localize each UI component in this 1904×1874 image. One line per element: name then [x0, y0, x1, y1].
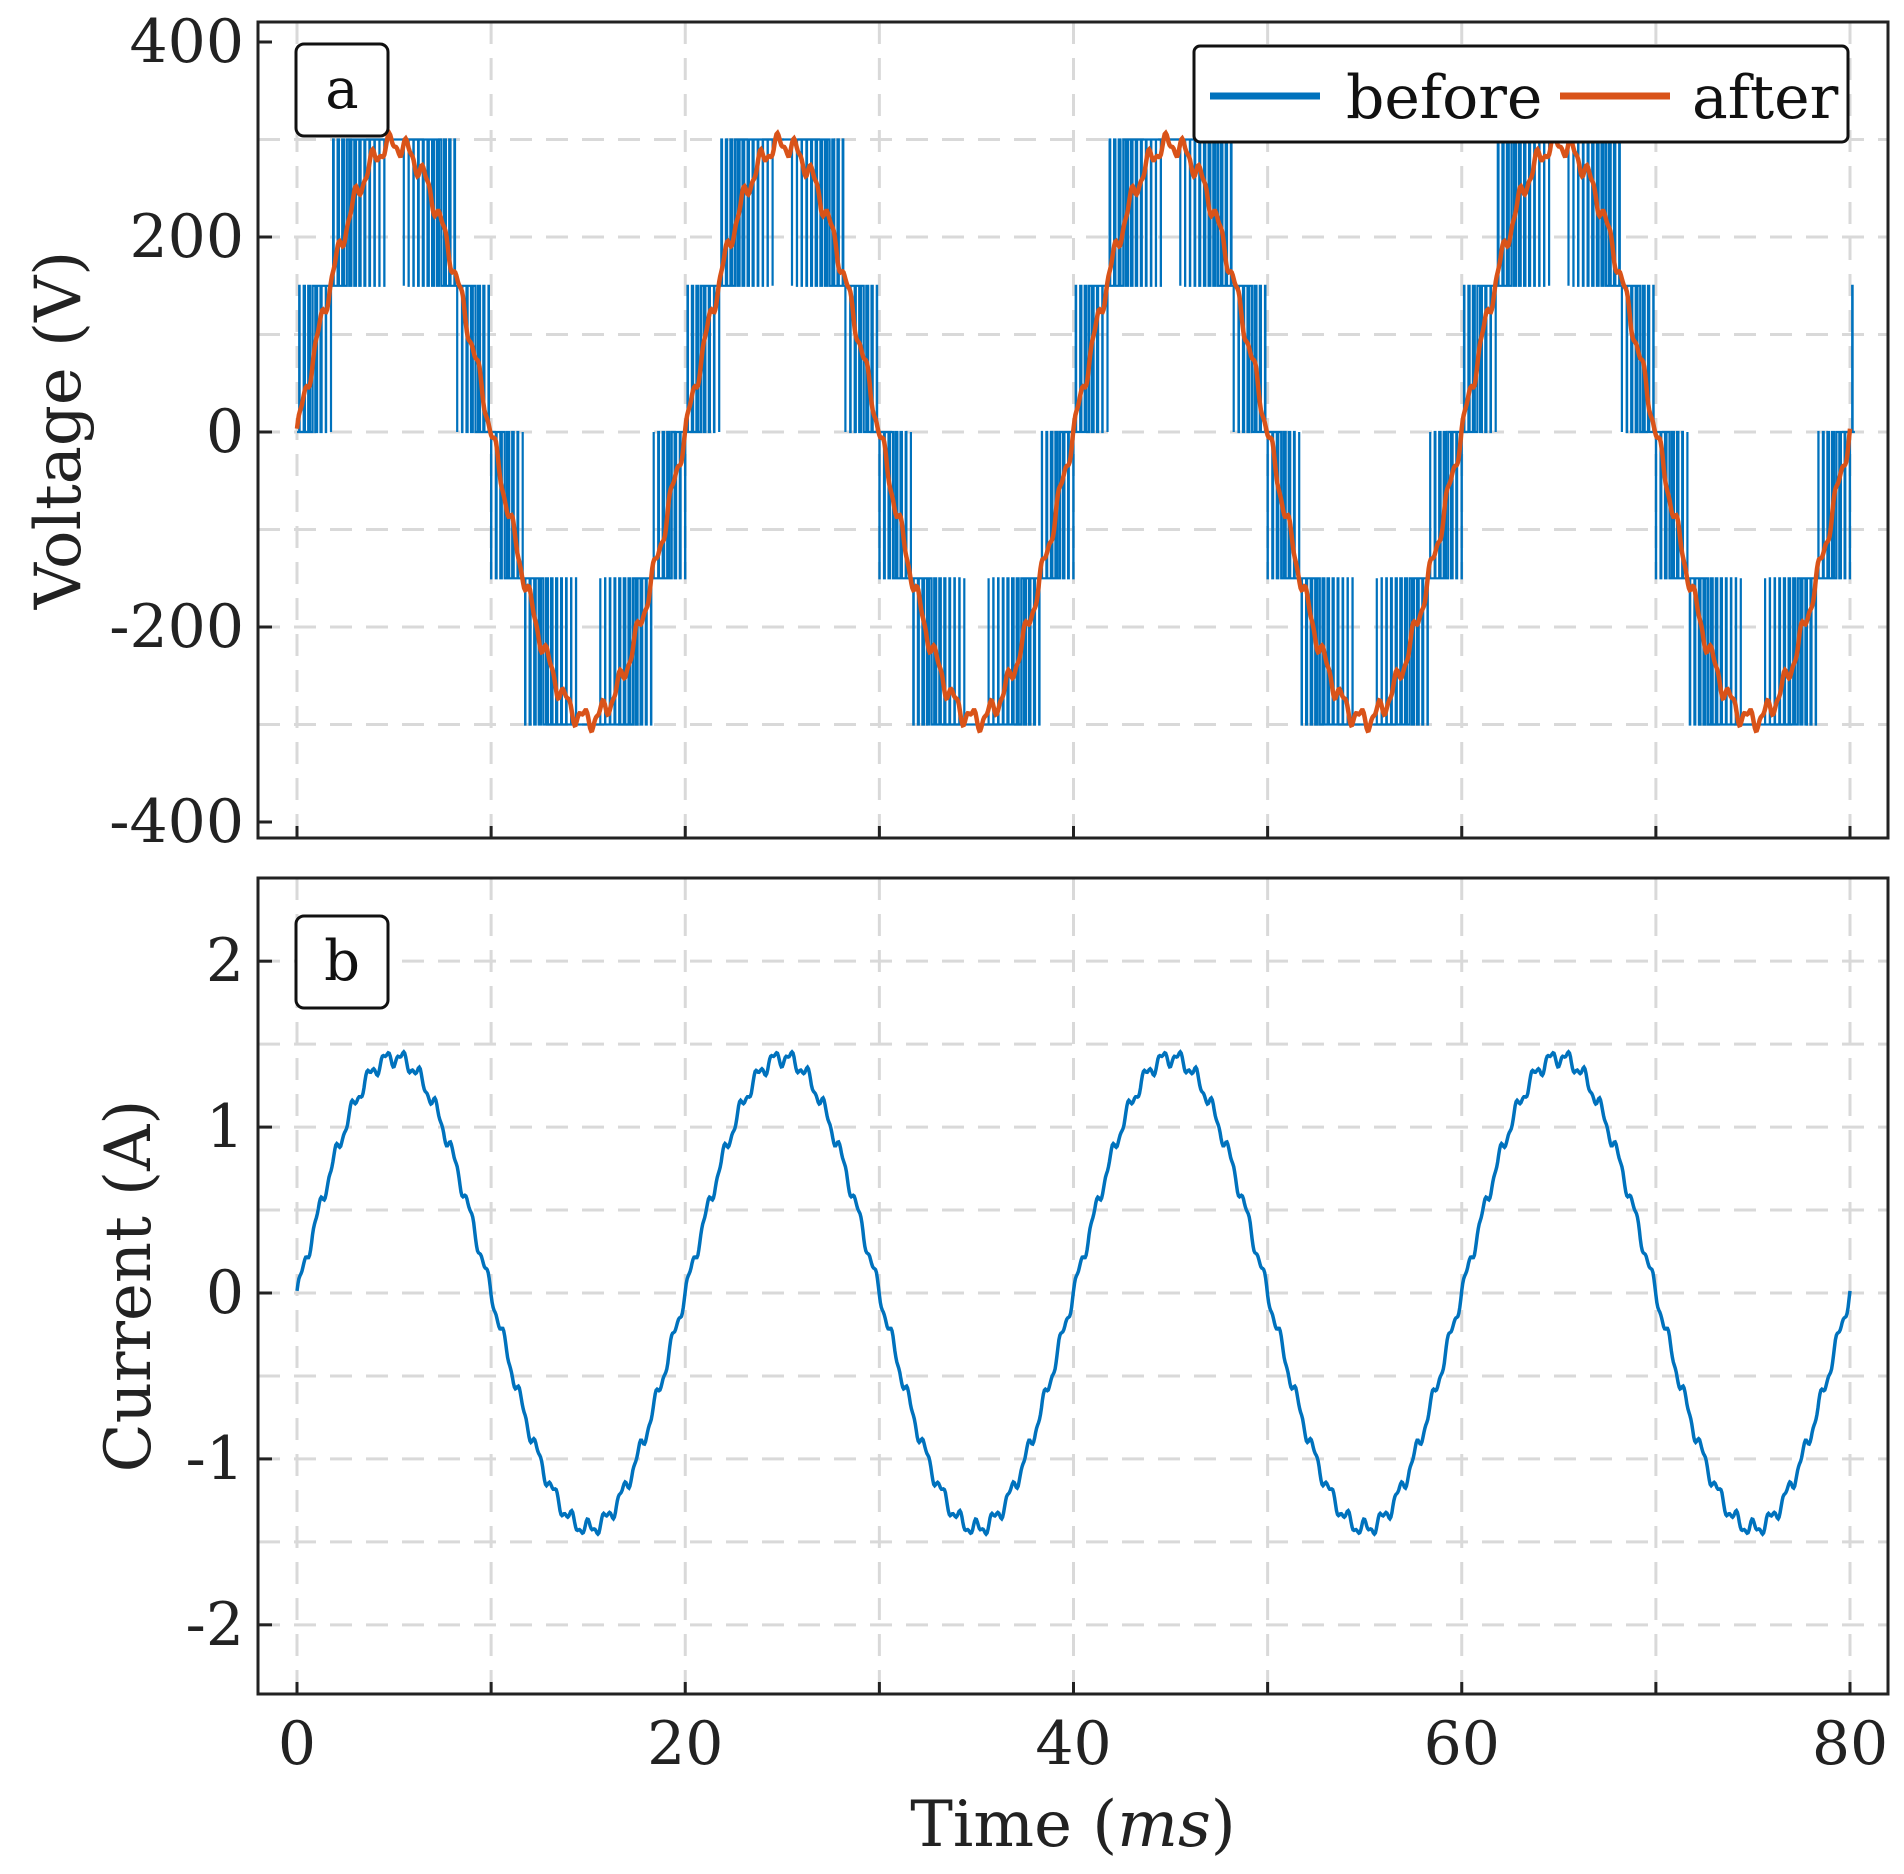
legend-before-label: before — [1346, 63, 1542, 133]
y-tick-label: 400 — [129, 7, 244, 77]
panel-b-label-box: b — [294, 914, 390, 1010]
legend: before after — [1192, 44, 1850, 144]
y-tick-label: -200 — [109, 592, 244, 662]
x-tick-label: 20 — [647, 1709, 723, 1779]
y-tick-label: -1 — [186, 1424, 244, 1494]
voltage-panel: 400 200 0 -200 -400 a before after Voltage (… — [22, 7, 1890, 857]
panel-a-label-box: a — [294, 42, 390, 138]
panel-b-letter: b — [324, 929, 360, 994]
x-axis-label: Time (ms) — [910, 1788, 1236, 1862]
voltage-series — [294, 129, 1855, 734]
y-tick-label: 0 — [206, 397, 244, 467]
current-y-label: Current (A) — [92, 1100, 166, 1473]
series-current-line — [295, 1049, 1852, 1537]
y-tick-label: -2 — [186, 1590, 244, 1660]
current-ticks: 2 1 0 -1 -2 0 20 40 60 80 — [186, 926, 1889, 1779]
y-tick-label: 0 — [206, 1258, 244, 1328]
x-tick-label: 60 — [1424, 1709, 1500, 1779]
series-after-line — [294, 129, 1853, 734]
panel-a-letter: a — [325, 57, 358, 122]
legend-after-label: after — [1692, 63, 1839, 133]
legend-box — [1192, 44, 1850, 144]
x-tick-label: 80 — [1812, 1709, 1888, 1779]
current-series — [295, 1049, 1852, 1537]
y-tick-label: 1 — [206, 1092, 244, 1162]
y-tick-label: -400 — [109, 787, 244, 857]
x-tick-label: 0 — [278, 1709, 316, 1779]
y-tick-label: 200 — [129, 202, 244, 272]
voltage-y-label: Voltage (V) — [22, 251, 96, 611]
y-tick-label: 2 — [206, 926, 244, 996]
voltage-ticks: 400 200 0 -200 -400 — [109, 7, 1852, 857]
x-tick-label: 40 — [1035, 1709, 1111, 1779]
current-panel: 2 1 0 -1 -2 0 20 40 60 80 b Current (A) — [92, 876, 1890, 1779]
